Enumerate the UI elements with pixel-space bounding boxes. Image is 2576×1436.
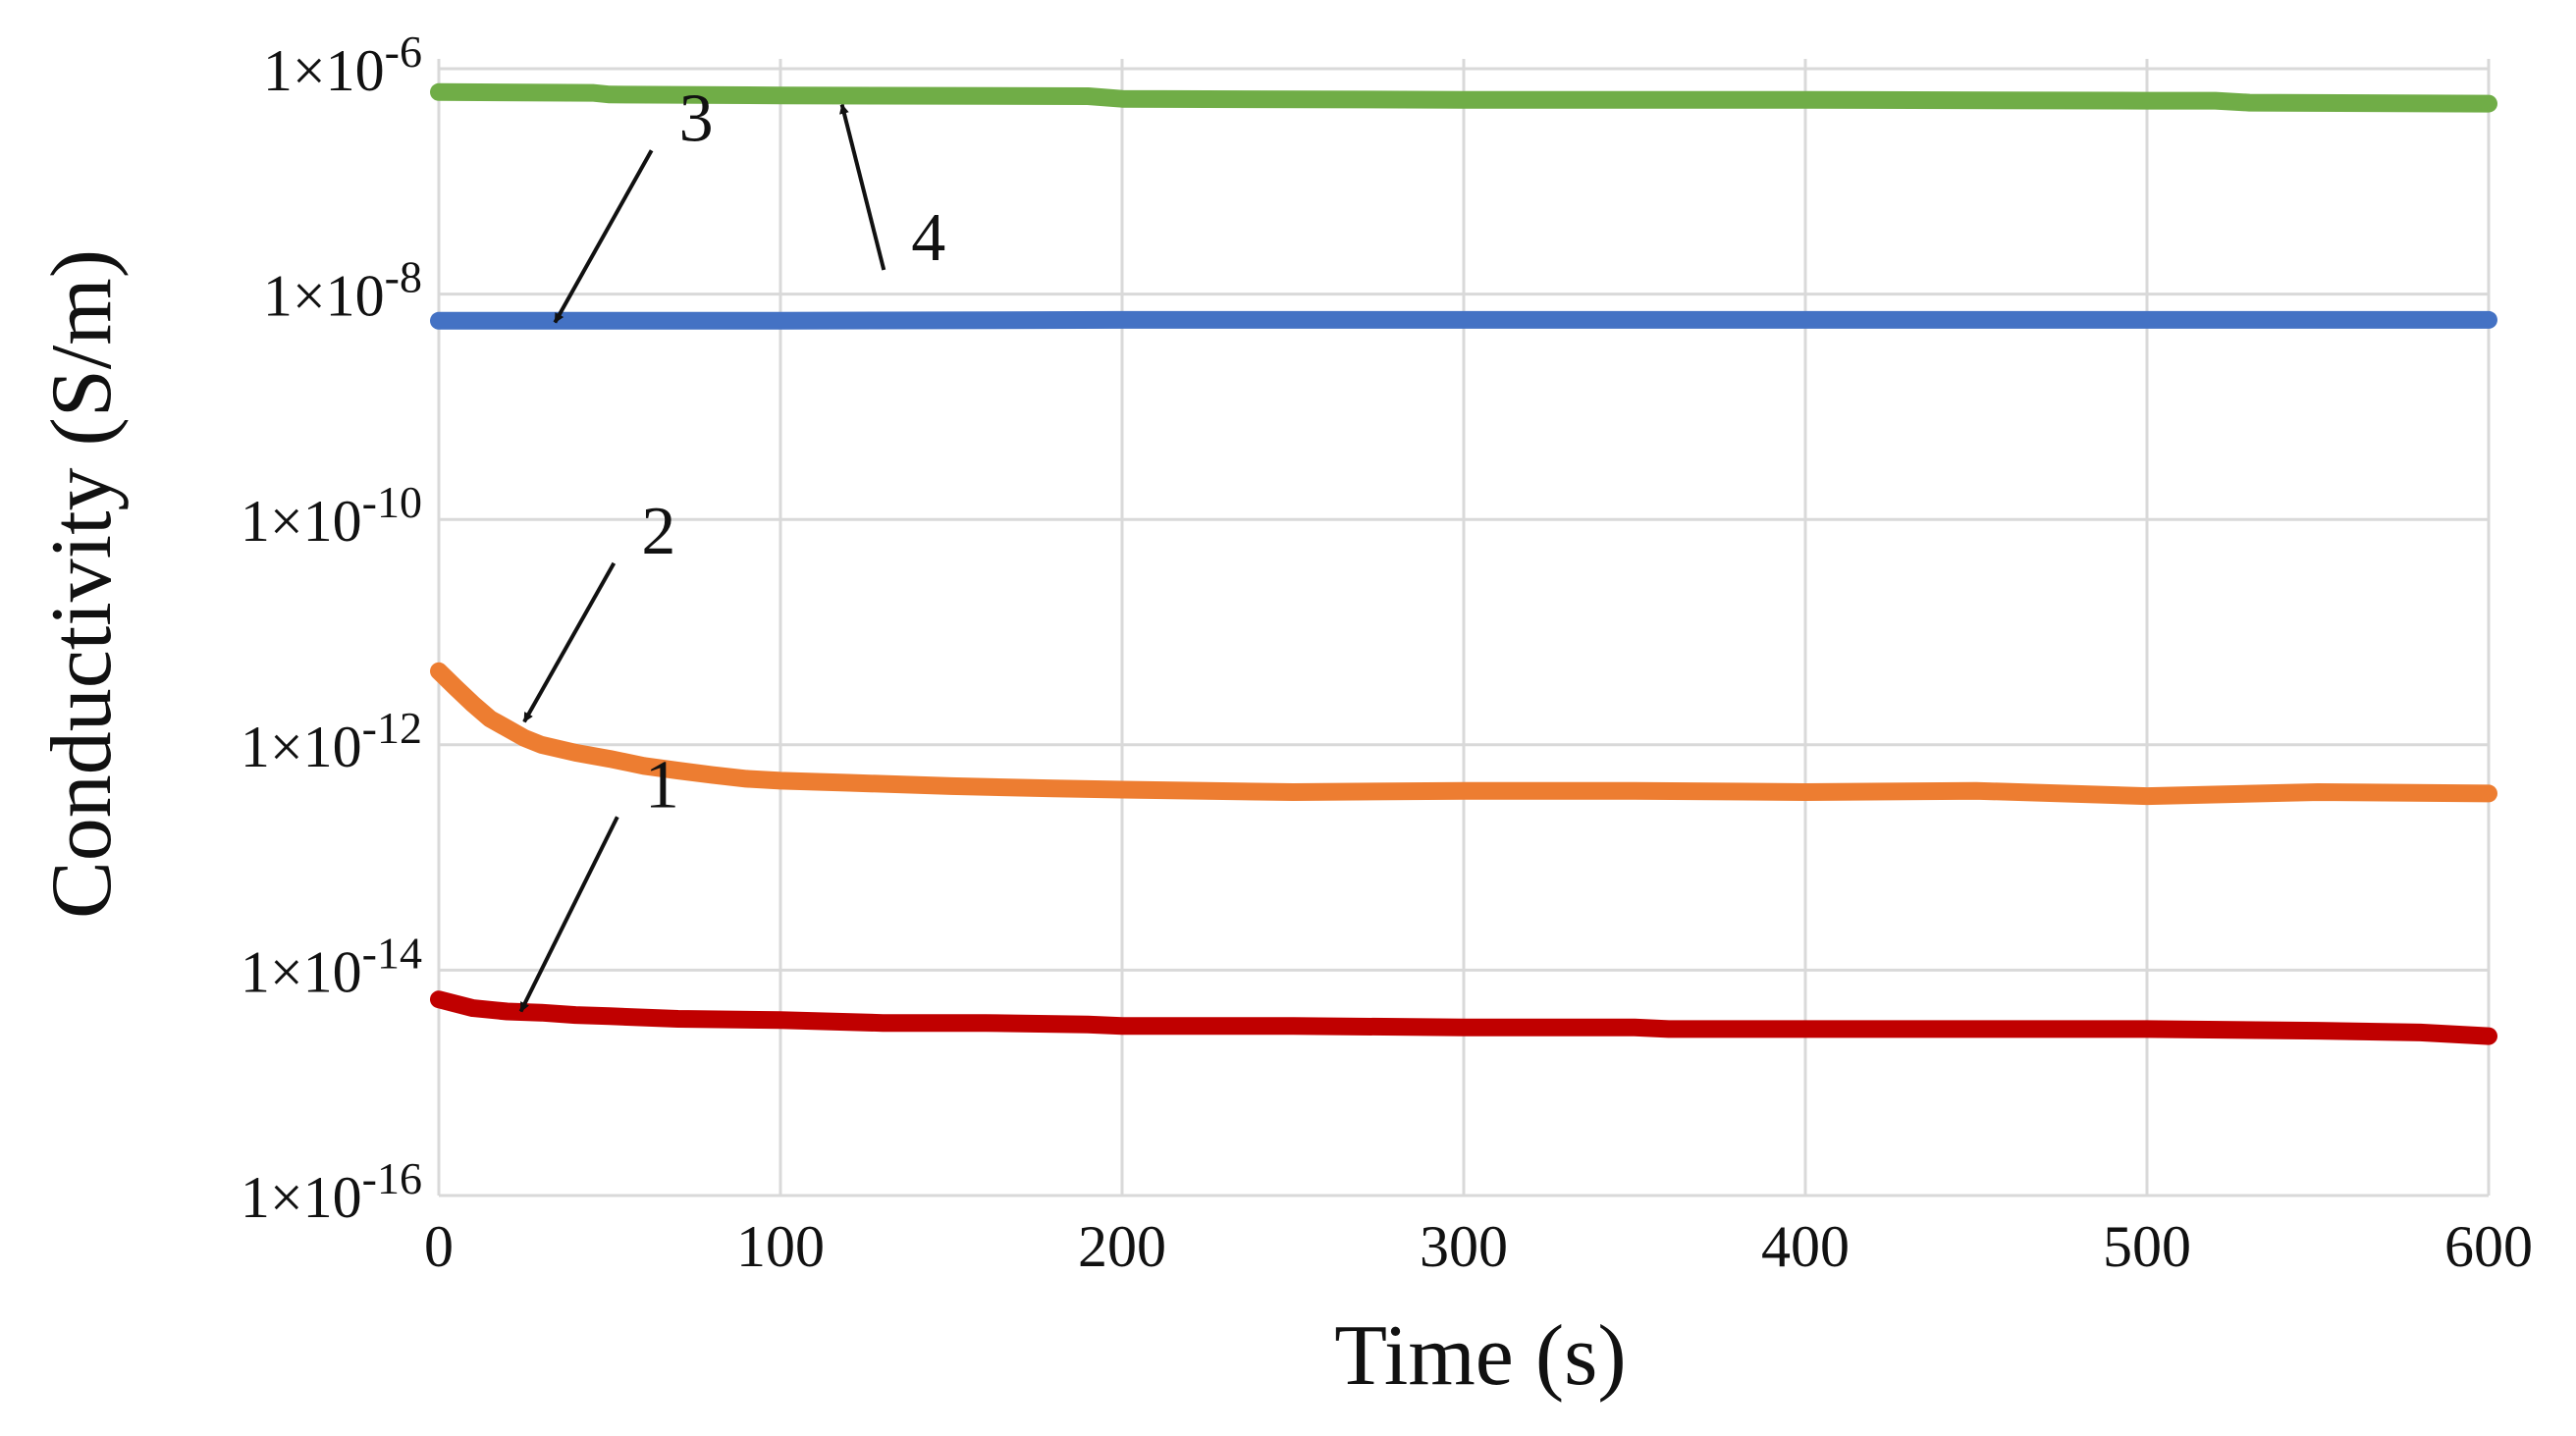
x-tick-label-5: 500 [2103, 1214, 2191, 1279]
annotation-arrow-2 [522, 561, 617, 723]
annotation-arrow-3 [553, 149, 654, 324]
annotation-arrow-1 [518, 816, 619, 1013]
y-tick-label-4: 1×10-14 [241, 928, 422, 1004]
x-tick-label-6: 600 [2444, 1214, 2533, 1279]
annotation-label-4: 4 [911, 200, 945, 276]
annotation-label-2: 2 [641, 494, 675, 569]
annotation-label-1: 1 [645, 747, 679, 823]
x-tick-label-1: 100 [736, 1214, 825, 1279]
x-tick-label-3: 300 [1420, 1214, 1508, 1279]
x-tick-label-0: 0 [424, 1214, 454, 1279]
annotation-arrow-4 [839, 103, 886, 271]
series-layer [430, 82, 2497, 1045]
y-tick-label-2: 1×10-10 [241, 477, 422, 554]
y-axis-title: Conductivity (S/m) [34, 249, 130, 919]
series-line-1 [430, 990, 2497, 1045]
series-line-4 [430, 82, 2497, 113]
annotation-layer: 1 2 3 4 [518, 80, 945, 1013]
x-tick-label-4: 400 [1761, 1214, 1850, 1279]
grid-layer [437, 59, 2491, 1197]
series-line-3 [430, 310, 2497, 330]
y-tick-label-0: 1×10-6 [263, 27, 422, 103]
y-tick-label-3: 1×10-12 [241, 703, 422, 779]
y-tick-label-1: 1×10-8 [263, 252, 422, 329]
tick-layer: 0 100 200 300 400 500 600 1×10-6 1×10-8 1×10-10 1×… [241, 27, 2533, 1279]
series-line-2 [430, 662, 2497, 806]
annotation-label-3: 3 [679, 80, 714, 156]
x-tick-label-2: 200 [1078, 1214, 1166, 1279]
x-axis-title: Time (s) [1334, 1308, 1626, 1404]
y-tick-label-5: 1×10-16 [241, 1153, 422, 1230]
